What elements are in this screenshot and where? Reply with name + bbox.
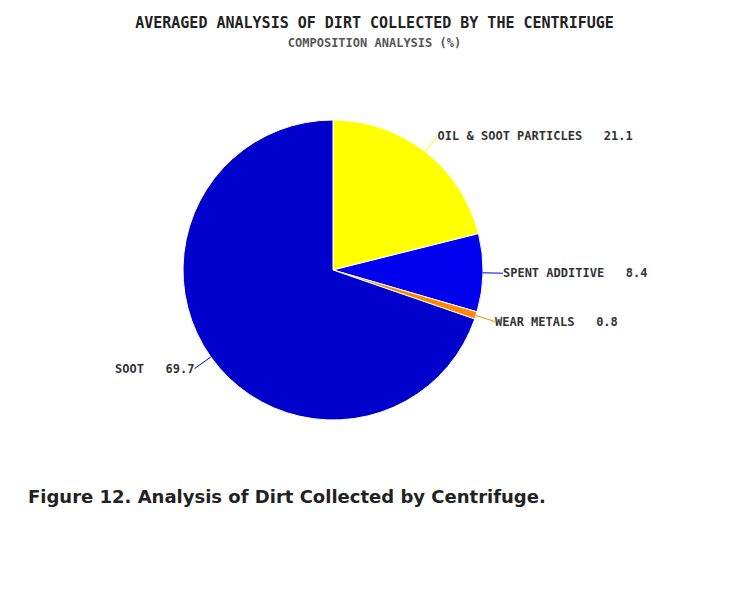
svg-text:SOOT 69.7: SOOT 69.7 xyxy=(115,362,194,376)
html-text:AVERAGED ANALYSIS OF DIRT COLL: AVERAGED ANALYSIS OF DIRT COLLECTED BY T… xyxy=(135,14,614,32)
svg-text:WEAR METALS 0.8: WEAR METALS 0.8 xyxy=(495,315,618,329)
svg-text:OIL & SOOT PARTICLES 21.1: OIL & SOOT PARTICLES 21.1 xyxy=(438,129,633,143)
html-text:COMPOSITION ANALYSIS (%): COMPOSITION ANALYSIS (%) xyxy=(287,36,462,50)
svg-text:SPENT ADDITIVE 8.4: SPENT ADDITIVE 8.4 xyxy=(503,266,648,280)
html-text:Figure 12. Analysis of Dirt Co: Figure 12. Analysis of Dirt Collected by… xyxy=(28,486,546,507)
